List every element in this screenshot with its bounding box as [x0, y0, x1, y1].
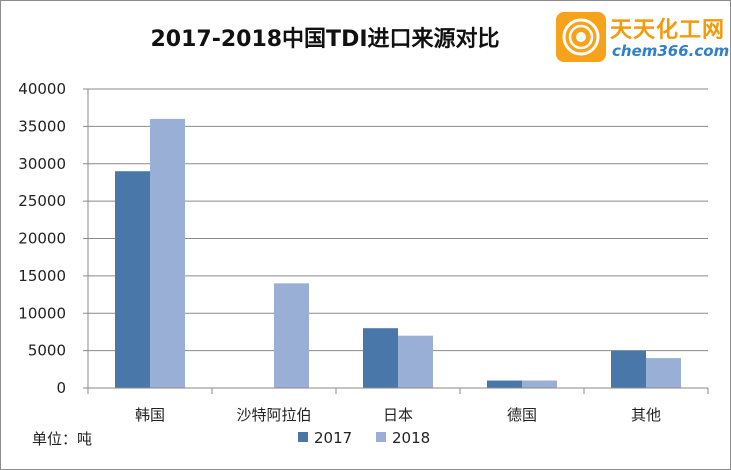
- category-label: 韩国: [135, 406, 165, 424]
- bar-2017: [487, 380, 522, 388]
- category-label: 其他: [631, 406, 661, 424]
- category-label: 德国: [507, 406, 537, 424]
- sun-logo-icon: [556, 12, 606, 62]
- bar-2017: [115, 171, 150, 388]
- site-logo: 天天化工网 chem366.com: [556, 10, 730, 64]
- y-tick-label: 5000: [28, 342, 66, 360]
- logo-domain: chem366.com: [612, 42, 730, 60]
- chart-title: 2017-2018中国TDI进口来源对比: [150, 27, 499, 52]
- y-tick-label: 25000: [18, 192, 66, 210]
- bar-2018: [274, 283, 309, 388]
- legend-label-2018: 2018: [392, 429, 430, 447]
- bars: [115, 118, 681, 389]
- y-tick-label: 40000: [18, 80, 66, 98]
- y-tick-label: 30000: [18, 155, 66, 173]
- axes: 0 5000 10000 15000 20000 25000 30000 35000 40000…: [18, 80, 709, 424]
- unit-note: 单位：吨: [32, 430, 93, 448]
- legend-swatch-2017: [298, 432, 308, 442]
- bar-2017: [363, 328, 398, 388]
- y-tick-label: 35000: [18, 117, 66, 135]
- y-tick-label: 0: [56, 379, 66, 397]
- legend: 2017 2018: [298, 429, 430, 447]
- bar-2017: [611, 350, 646, 388]
- y-tick-label: 15000: [18, 267, 66, 285]
- y-tick-label: 10000: [18, 304, 66, 322]
- category-label: 日本: [383, 406, 413, 424]
- gridlines: [88, 88, 708, 352]
- category-label: 沙特阿拉伯: [236, 406, 311, 424]
- bar-2018: [150, 118, 185, 389]
- bar-2018: [398, 335, 433, 388]
- bar-2018: [522, 380, 557, 388]
- y-tick-label: 20000: [18, 230, 66, 248]
- legend-swatch-2018: [376, 432, 386, 442]
- logo-brand: 天天化工网: [610, 18, 726, 43]
- bar-2018: [646, 358, 681, 388]
- legend-label-2017: 2017: [314, 429, 352, 447]
